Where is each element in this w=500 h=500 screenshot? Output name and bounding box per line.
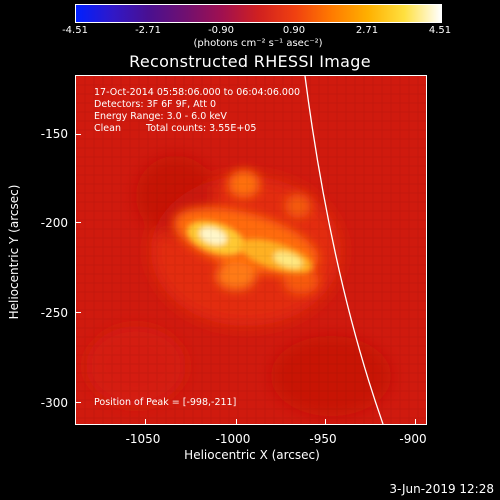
y-tick-label: -150 [40,127,68,141]
y-tick-mark [75,222,81,223]
y-tick-label: -250 [40,306,68,320]
x-tick-mark [145,419,146,425]
y-axis-label: Heliocentric Y (arcsec) [7,184,21,320]
colorbar-tick: -2.71 [135,25,161,36]
annotation-detectors: Detectors: 3F 6F 9F, Att 0 [94,99,217,110]
x-tick-label: -1000 [215,432,251,446]
y-tick-label: -300 [40,396,68,410]
x-tick-mark [325,419,326,425]
x-axis-label: Heliocentric X (arcsec) [184,448,320,462]
image-title: Reconstructed RHESSI Image [129,52,371,71]
y-tick-mark [75,402,81,403]
x-tick-mark [236,419,237,425]
y-tick-mark [75,134,81,135]
x-tick-mark [415,419,416,425]
annotation-time: 17-Oct-2014 05:58:06.000 to 06:04:06.000 [94,87,301,98]
colorbar-tick: -4.51 [62,25,88,36]
annotation-counts: Total counts: 3.55E+05 [146,123,257,134]
colorbar-tick: 2.71 [355,25,379,36]
colorbar-tick: 0.90 [282,25,306,36]
x-tick-label: -950 [309,432,337,446]
solar-limb-curve [304,76,384,424]
y-tick-mark [75,312,81,313]
colorbar-unit-label: (photons cm⁻² s⁻¹ asec⁻²) [193,38,323,49]
footer-timestamp: 3-Jun-2019 12:28 [389,482,494,496]
annotation-method: Clean [94,123,121,134]
y-tick-label: -200 [40,216,68,230]
rhessi-image-plot [75,75,427,425]
x-tick-label: -900 [399,432,427,446]
annotation-energy: Energy Range: 3.0 - 6.0 keV [94,111,227,122]
rhessi-image [76,76,426,424]
colorbar [75,4,442,23]
annotation-peak-position: Position of Peak = [-998,-211] [94,397,237,408]
colorbar-tick: 4.51 [428,25,452,36]
colorbar-tick: -0.90 [208,25,234,36]
x-tick-label: -1050 [125,432,161,446]
